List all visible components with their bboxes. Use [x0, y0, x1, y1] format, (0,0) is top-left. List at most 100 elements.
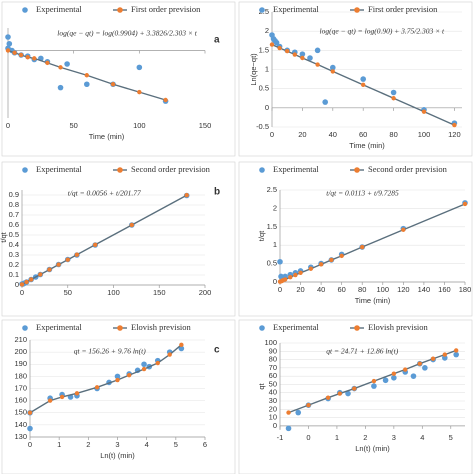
- legend-marker: [259, 167, 265, 173]
- legend-label: Elovish prevision: [131, 322, 191, 332]
- equation: qt = 24.71 + 12.86 ln(t): [326, 347, 398, 356]
- fit-point: [28, 277, 34, 282]
- x-tick-label: 150: [153, 288, 166, 297]
- x-tick-label: 20: [298, 130, 306, 139]
- y-tick-label: 0.5: [267, 259, 277, 268]
- legend-label: Experimental: [273, 322, 319, 332]
- x-tick-label: 100: [418, 130, 431, 139]
- y-tick-label: 1: [273, 240, 277, 249]
- fit-point: [292, 52, 297, 57]
- legend-label: Second order prevision: [131, 164, 211, 174]
- fit-point: [337, 391, 342, 396]
- y-tick-label: 160: [14, 396, 27, 405]
- y-tick-label: 0.5: [259, 84, 269, 93]
- fit-point: [403, 367, 408, 372]
- x-tick-label: 40: [317, 285, 325, 294]
- y-tick-label: 170: [14, 383, 27, 392]
- legend-marker: [259, 7, 265, 13]
- fit-point: [27, 410, 33, 415]
- fit-point: [391, 371, 397, 376]
- y-tick-label: 1: [265, 64, 269, 73]
- y-tick-label: 140: [14, 420, 27, 429]
- fit-point: [163, 97, 168, 103]
- x-tick-label: 1: [335, 433, 339, 442]
- y-tick-label: 2.5: [267, 185, 277, 194]
- y-axis-label: Ln(qe−qt): [249, 53, 258, 86]
- x-tick-label: 140: [418, 285, 431, 294]
- data-point: [371, 383, 377, 389]
- fit-point: [330, 69, 335, 74]
- data-point: [314, 47, 321, 54]
- x-tick-label: 3: [392, 433, 396, 442]
- fit-point: [47, 267, 52, 272]
- fit-point: [47, 398, 53, 403]
- legend-label: Experimental: [273, 164, 319, 174]
- panel-frame: [1, 1, 236, 157]
- y-tick-label: 1.5: [267, 222, 277, 231]
- legend-marker: [117, 7, 123, 13]
- x-tick-label: 0: [6, 121, 10, 130]
- x-tick-label: 0: [20, 288, 24, 297]
- y-tick-label: 0: [265, 103, 269, 112]
- x-tick-label: 3: [115, 440, 119, 449]
- data-point: [285, 425, 292, 432]
- fit-point: [371, 378, 377, 384]
- data-point: [178, 345, 185, 352]
- y-tick-label: 0.5: [9, 230, 19, 239]
- data-point: [277, 258, 283, 265]
- y-tick-label: 70: [269, 363, 277, 372]
- legend-label: Experimental: [36, 164, 82, 174]
- y-tick-label: 0.6: [9, 220, 19, 229]
- x-tick-label: 60: [337, 285, 345, 294]
- y-tick-label: 0: [273, 277, 277, 286]
- data-point: [295, 409, 302, 416]
- data-point: [391, 375, 397, 381]
- fit-point: [361, 82, 366, 88]
- y-tick-label: 0.2: [9, 260, 19, 269]
- equation: qt = 156.26 + 9.76 ln(t): [74, 347, 146, 356]
- panel-frame: [1, 319, 236, 474]
- x-tick-label: 80: [389, 130, 397, 139]
- fit-point: [155, 360, 160, 366]
- y-tick-label: 20: [269, 404, 277, 413]
- fit-point: [59, 394, 65, 400]
- fit-point: [269, 42, 275, 47]
- equation: t/qt = 0.0056 + t/201.77: [68, 189, 141, 198]
- fit-point: [285, 48, 290, 54]
- panel-frame: [238, 319, 473, 474]
- x-tick-label: 4: [420, 433, 424, 442]
- fit-point: [318, 262, 324, 267]
- y-tick-label: 0.9: [9, 190, 19, 199]
- fit-point: [19, 282, 25, 287]
- y-tick-label: 1.5: [259, 45, 269, 54]
- panel-frame: [238, 1, 473, 157]
- panel-label: c: [214, 345, 220, 356]
- fit-point: [421, 109, 427, 114]
- equation: log(qe − qt) = log(0.9904) + 3.3826/2.30…: [57, 29, 198, 38]
- fit-point: [288, 275, 293, 280]
- y-tick-label: 0: [15, 280, 19, 289]
- data-point: [390, 89, 397, 96]
- x-axis-label: Time (min): [89, 132, 125, 141]
- x-tick-label: 5: [174, 440, 178, 449]
- fit-line: [279, 203, 466, 283]
- data-point: [57, 84, 64, 91]
- y-tick-label: 60: [269, 371, 277, 380]
- y-tick-label: 0.4: [9, 240, 19, 249]
- panel-label: a: [214, 35, 220, 46]
- y-axis-label: qt: [257, 382, 266, 389]
- x-axis-label: Ln(t) (min): [100, 451, 135, 460]
- x-tick-label: 120: [448, 130, 461, 139]
- fit-point: [38, 272, 43, 277]
- x-tick-label: 1: [57, 440, 61, 449]
- fit-point: [129, 222, 134, 228]
- data-point: [410, 373, 417, 379]
- fit-point: [58, 65, 63, 70]
- fit-point: [452, 122, 457, 128]
- x-tick-label: 40: [329, 130, 337, 139]
- y-tick-label: 30: [269, 396, 277, 405]
- legend-label: First order prevision: [368, 4, 438, 14]
- fit-point: [293, 272, 298, 278]
- fit-point: [184, 193, 189, 198]
- fit-point: [401, 227, 406, 232]
